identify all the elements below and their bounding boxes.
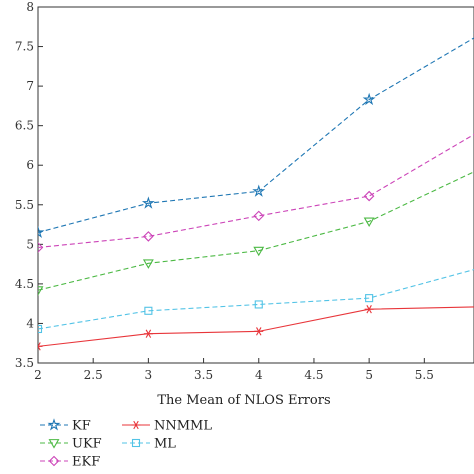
series-kf — [38, 32, 474, 238]
y-tick-label: 6 — [26, 158, 34, 172]
data-point-kf — [141, 196, 155, 209]
series-line-nnmml — [38, 306, 474, 347]
legend-marker-ml — [131, 438, 141, 448]
series-line-kf — [38, 37, 474, 234]
legend-item-ml: ML — [122, 437, 176, 452]
data-point-ml — [144, 306, 153, 315]
x-tick-label: 3 — [145, 368, 153, 382]
y-tick-label: 8 — [26, 0, 34, 14]
series-ekf — [38, 133, 474, 253]
asterisk-stroke — [38, 345, 41, 351]
legend-item-kf: KF — [40, 418, 91, 434]
data-point-kf — [38, 225, 45, 238]
data-point-ml — [365, 294, 374, 303]
asterisk-stroke — [145, 329, 152, 338]
asterisk-stroke — [366, 305, 372, 314]
x-tick-label: 3.5 — [194, 368, 213, 382]
data-point-ml — [38, 324, 43, 334]
series-nnmml — [38, 305, 474, 351]
series-line-ml — [38, 269, 474, 330]
data-point-nnmml — [364, 305, 374, 314]
data-point-ekf — [38, 242, 44, 253]
data-point-nnmml — [38, 342, 43, 351]
data-point-kf — [362, 92, 376, 106]
data-point-ukf — [363, 217, 375, 227]
legend-label: KF — [72, 419, 91, 434]
x-tick-label: 4 — [255, 368, 263, 382]
series-line-ukf — [38, 171, 474, 291]
asterisk-stroke — [38, 342, 41, 348]
legend-label: UKF — [72, 437, 102, 452]
x-axis-label: The Mean of NLOS Errors — [157, 393, 330, 408]
legend-label: NNMML — [154, 419, 212, 434]
y-tick-label: 3.5 — [15, 356, 34, 370]
legend-item-nnmml: NNMML — [122, 419, 212, 434]
x-tick-label: 2.5 — [84, 368, 103, 382]
legend-marker-ekf — [48, 455, 60, 467]
axes: 3.5 4 4.5 5 5.5 6 6.5 7 7.5 8 2 2.5 3 3.5 4 4.5 5 5.5 — [15, 0, 474, 382]
data-point-ml — [254, 300, 263, 309]
legend-marker-nnmml — [131, 420, 141, 430]
series-line-ekf — [38, 133, 474, 249]
y-tick-label: 7 — [26, 79, 34, 93]
y-tick-label: 7.5 — [15, 40, 34, 54]
series-ukf — [38, 171, 474, 296]
y-tick-label: 4.5 — [15, 277, 34, 291]
data-point-ukf — [38, 286, 44, 296]
data-point-ukf — [253, 246, 265, 257]
x-tick-label: 4.5 — [304, 368, 323, 382]
asterisk-stroke — [133, 420, 139, 430]
y-tick-label: 5.5 — [15, 198, 34, 212]
x-tick-label: 5 — [365, 368, 373, 382]
data-point-nnmml — [143, 329, 153, 338]
legend-item-ukf: UKF — [40, 437, 102, 452]
y-tick-label: 5 — [26, 237, 34, 251]
series-ml — [38, 269, 474, 334]
plot-frame — [37, 6, 474, 364]
data-point-ekf — [253, 210, 265, 222]
y-tick-label: 6.5 — [15, 119, 34, 133]
legend-marker-kf — [47, 418, 61, 431]
asterisk-stroke — [256, 327, 262, 336]
legend-label: ML — [154, 437, 176, 452]
x-tick-label: 5.5 — [415, 368, 434, 382]
legend-marker-ukf — [48, 439, 60, 449]
x-tick-label: 2 — [34, 368, 42, 382]
legend-item-ekf: EKF — [40, 455, 100, 470]
legend-label: EKF — [72, 455, 100, 470]
y-tick-label: 4 — [26, 316, 34, 330]
data-point-kf — [252, 184, 266, 197]
data-point-ekf — [143, 231, 154, 242]
legend: KF UKF EKF NNMML ML — [40, 418, 212, 470]
data-point-nnmml — [254, 327, 264, 336]
data-point-ukf — [142, 259, 154, 269]
series-layer — [38, 32, 474, 351]
data-point-ekf — [363, 190, 375, 202]
